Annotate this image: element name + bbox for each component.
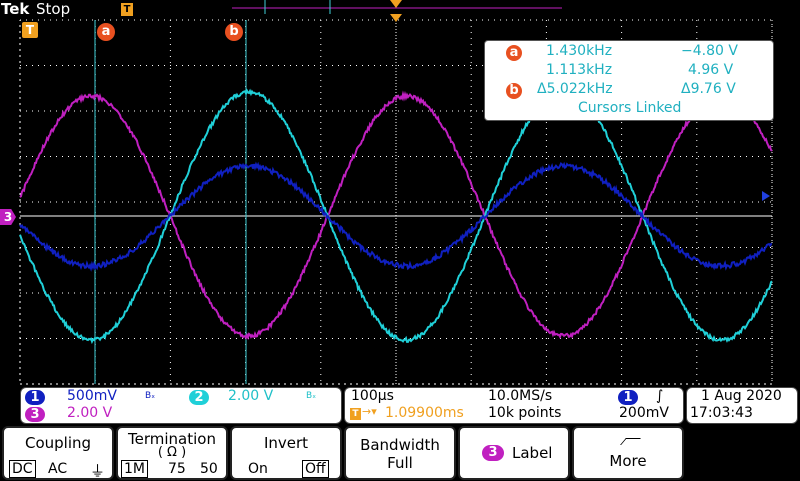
termination-option-75[interactable]: 75: [168, 461, 186, 477]
label-channel-badge: 3: [482, 445, 504, 461]
trigger-position-value: 1.09900ms: [385, 405, 464, 421]
termination-option-50[interactable]: 50: [200, 461, 218, 477]
label-menu-button[interactable]: 3 Label: [458, 426, 570, 480]
invert-option-off[interactable]: Off: [302, 460, 329, 478]
brand-logo: Tek: [1, 0, 29, 18]
record-length: 10k points: [488, 405, 561, 421]
cursor-a-marker[interactable]: a: [97, 23, 115, 41]
cursors-linked-label: Cursors Linked: [578, 100, 681, 116]
channel-1-scale: 500mV: [67, 388, 117, 404]
channel-3-scale: 2.00 V: [67, 405, 112, 421]
label-title: Label: [512, 444, 552, 462]
channel-2-scale: 2.00 V: [228, 388, 273, 404]
cursor-a-badge: a: [506, 45, 522, 61]
acquisition-state[interactable]: Stop: [36, 0, 70, 18]
trigger-position-icon: T: [350, 408, 361, 420]
cursor-b-voltage: 4.96 V: [688, 62, 733, 78]
termination-option-1m[interactable]: 1M: [121, 460, 148, 478]
bandwidth-value: Full: [346, 454, 454, 472]
date: 1 Aug 2020: [701, 388, 782, 404]
horizontal-scale: 100µs: [351, 388, 394, 404]
cursor-delta-frequency: Δ5.022kHz: [537, 81, 613, 97]
coupling-option-dc[interactable]: DC: [9, 460, 36, 478]
cursor-a-voltage: −4.80 V: [681, 43, 738, 59]
record-position-marker: [390, 0, 402, 8]
coupling-title: Coupling: [4, 434, 112, 452]
trigger-position-marker: [390, 14, 402, 22]
invert-option-on[interactable]: On: [248, 461, 268, 477]
channel-1-bw-limit: Bₓ: [145, 391, 155, 401]
channel-1-badge[interactable]: 1: [25, 390, 45, 405]
bandwidth-title: Bandwidth: [346, 436, 454, 454]
trigger-position-arrow: →▾: [362, 405, 377, 418]
sample-rate: 10.0MS/s: [488, 388, 552, 404]
cursor-readout-panel: a 1.430kHz −4.80 V 1.113kHz 4.96 V b Δ5.…: [484, 40, 774, 121]
trigger-slope-icon: ∫: [656, 388, 663, 404]
coupling-option-ac[interactable]: AC: [48, 461, 67, 477]
trigger-level: 200mV: [619, 405, 669, 421]
more-menu-button[interactable]: More: [572, 426, 684, 480]
channel-3-badge[interactable]: 3: [25, 407, 45, 422]
invert-menu-button[interactable]: Invert On Off: [230, 426, 342, 480]
channel-info-panel: 1 500mV Bₓ 2 2.00 V Bₓ 3 2.00 V: [20, 387, 342, 424]
trigger-marker-icon: T: [22, 22, 38, 38]
channel-2-badge[interactable]: 2: [189, 390, 209, 405]
trigger-source-badge: 1: [618, 390, 638, 405]
cursor-b-frequency: 1.113kHz: [546, 62, 612, 78]
invert-title: Invert: [232, 434, 340, 452]
trigger-level-arrow: [762, 191, 770, 201]
cursor-b-badge: b: [506, 83, 522, 99]
more-arrow-icon: [620, 438, 641, 445]
termination-unit: ( Ω ): [118, 445, 226, 460]
channel-2-bw-limit: Bₓ: [306, 391, 316, 401]
cursor-delta-voltage: Δ9.76 V: [681, 81, 736, 97]
trigger-status-icon: T: [121, 3, 133, 16]
termination-menu-button[interactable]: Termination ( Ω ) 1M 75 50: [116, 426, 228, 480]
time: 17:03:43: [690, 405, 753, 421]
more-title: More: [574, 452, 682, 470]
ground-icon[interactable]: ⏚: [90, 460, 105, 481]
cursor-a-frequency: 1.430kHz: [546, 43, 612, 59]
bandwidth-menu-button[interactable]: Bandwidth Full: [344, 426, 456, 480]
datetime-panel: 1 Aug 2020 17:03:43: [686, 387, 798, 424]
cursor-b-marker[interactable]: b: [225, 23, 243, 41]
coupling-menu-button[interactable]: Coupling DC AC ⏚: [2, 426, 114, 480]
timebase-panel: 100µs 10.0MS/s T →▾ 1.09900ms 10k points…: [344, 387, 684, 424]
